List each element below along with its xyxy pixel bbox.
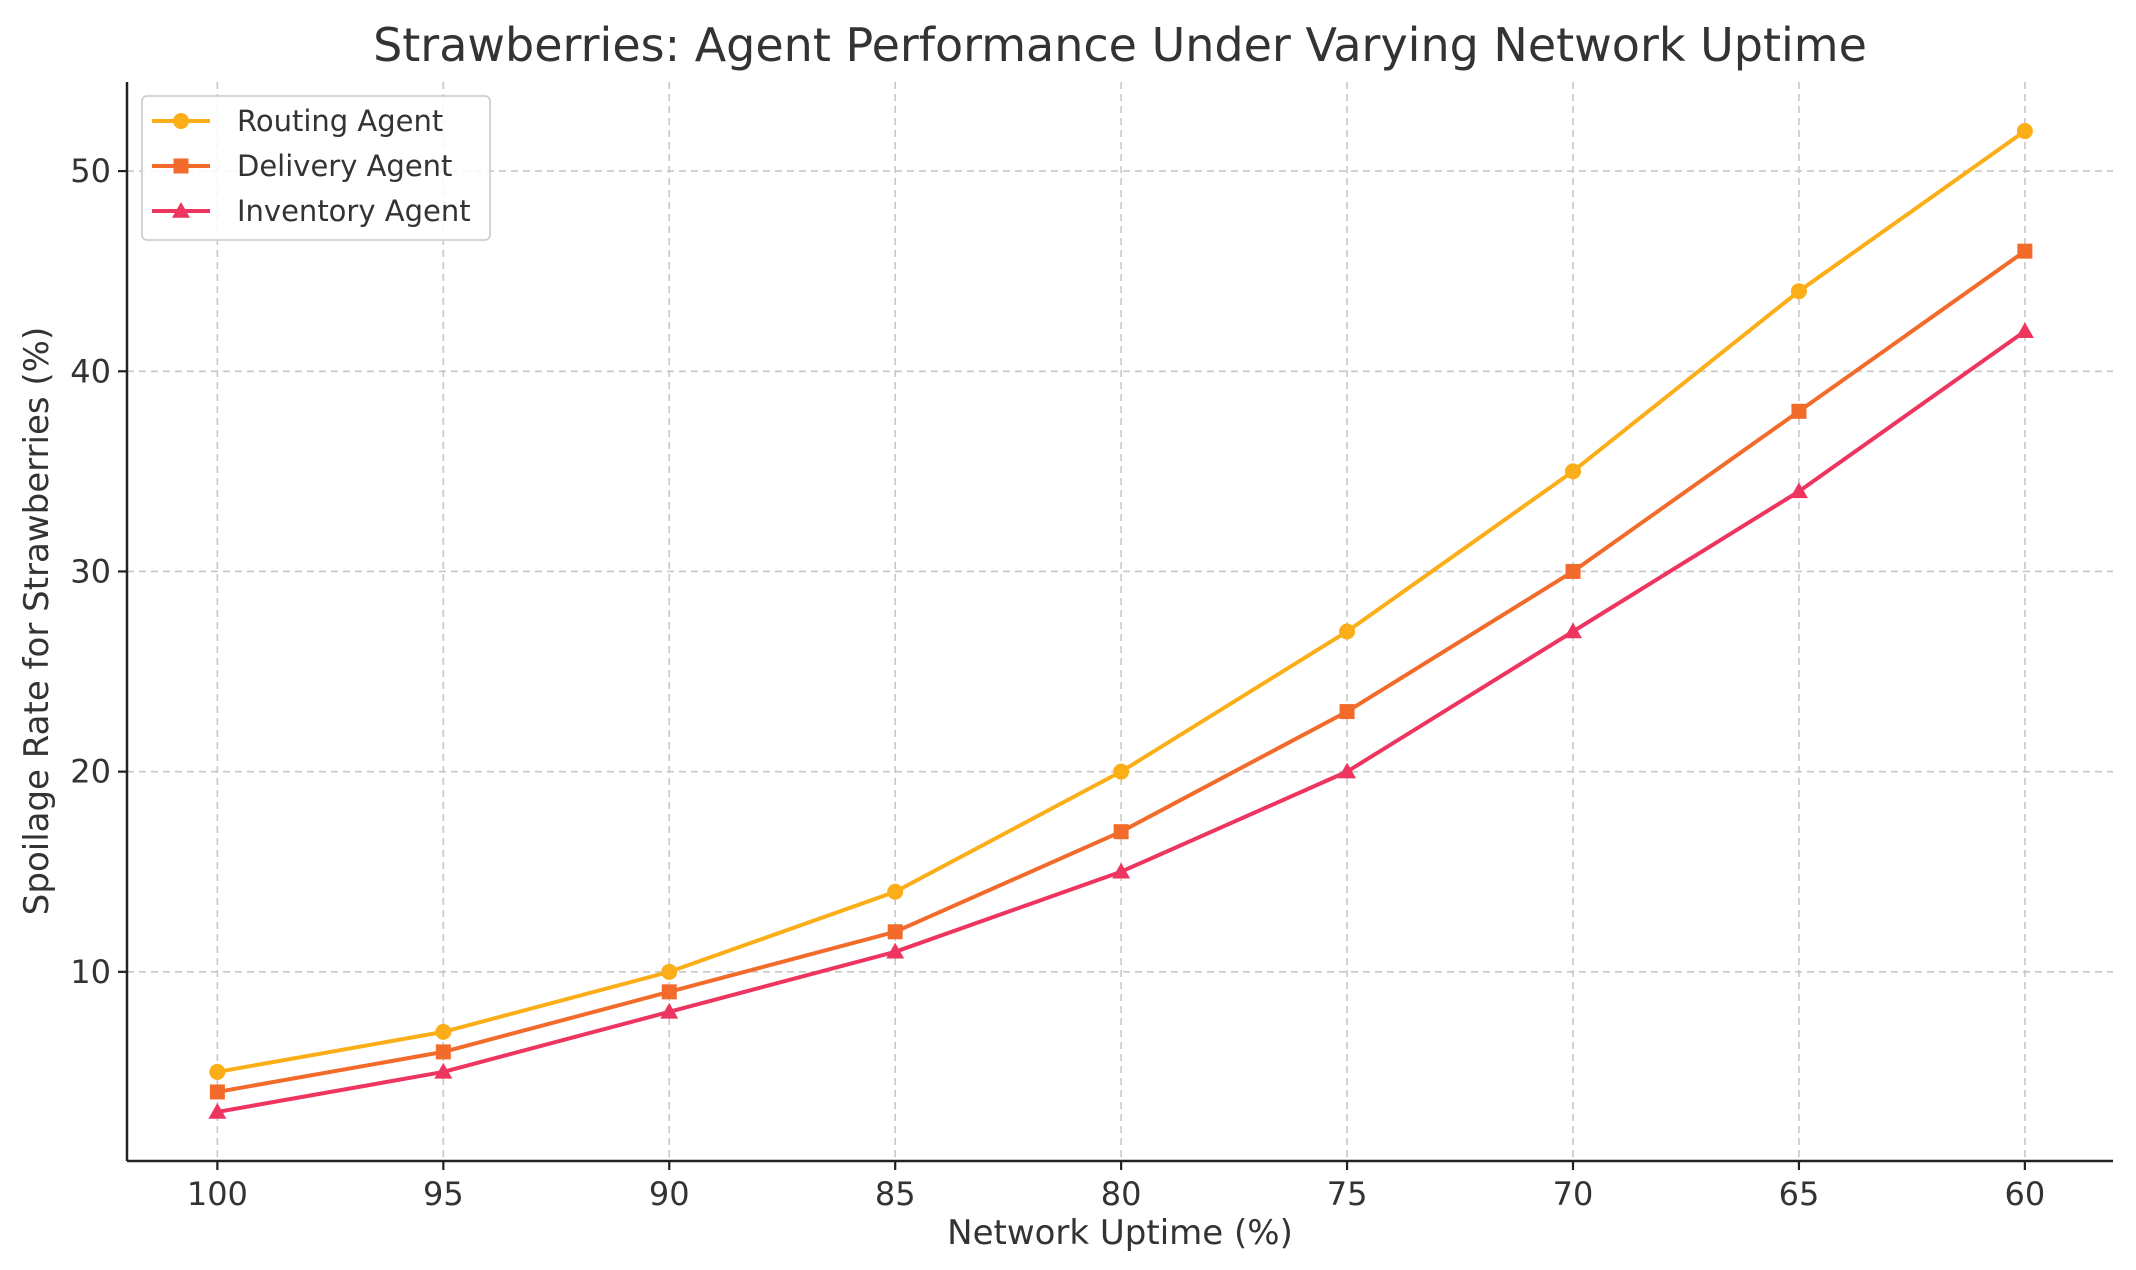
y-axis-label: Spoilage Rate for Strawberries (%): [17, 327, 57, 915]
axis-ticks: 100 95 90 85 80 75 70 65 60 10 20 30 40 50: [70, 152, 2045, 1213]
data-point-marker: [1789, 482, 1808, 499]
y-tick-label: 20: [70, 753, 111, 791]
data-point-marker: [1790, 283, 1807, 300]
data-point-marker: [1339, 623, 1356, 640]
data-point-marker: [886, 942, 905, 959]
y-tick-label: 10: [70, 953, 111, 991]
data-point-marker: [209, 1084, 225, 1100]
series-routing-agent: [209, 123, 2033, 1080]
data-point-marker: [2016, 123, 2033, 140]
x-tick-label: 60: [2005, 1175, 2046, 1213]
data-point-marker: [1791, 403, 1807, 419]
series-inventory-agent: [208, 322, 2034, 1119]
data-point-marker: [1112, 862, 1131, 879]
data-point-marker: [661, 963, 678, 980]
x-tick-label: 85: [875, 1175, 916, 1213]
legend-item: Routing Agent: [152, 104, 443, 138]
y-tick-label: 50: [70, 152, 111, 190]
y-tick-label: 30: [70, 552, 111, 590]
y-tick-label: 40: [70, 352, 111, 390]
x-tick-label: 70: [1553, 1175, 1594, 1213]
legend-label: Routing Agent: [237, 104, 443, 138]
data-series: [208, 123, 2034, 1119]
legend: Routing Agent Delivery Agent Inventory Age…: [141, 95, 491, 241]
legend-item: Inventory Agent: [152, 194, 471, 228]
data-point-marker: [1339, 704, 1355, 720]
data-point-marker: [1565, 463, 1582, 480]
legend-frame: [141, 95, 491, 241]
chart-title: Strawberries: Agent Performance Under Va…: [373, 18, 1867, 72]
data-point-marker: [1113, 763, 1130, 780]
series-delivery-agent: [209, 243, 2033, 1100]
data-point-marker: [660, 1002, 679, 1019]
data-point-marker: [887, 924, 903, 940]
x-tick-label: 80: [1101, 1175, 1142, 1213]
x-tick-label: 100: [187, 1175, 248, 1213]
data-point-marker: [887, 883, 904, 900]
data-point-marker: [435, 1023, 452, 1040]
data-point-marker: [435, 1044, 451, 1060]
x-tick-label: 90: [649, 1175, 690, 1213]
legend-item: Delivery Agent: [152, 149, 452, 183]
data-point-marker: [2015, 322, 2034, 338]
x-axis-label: Network Uptime (%): [947, 1213, 1293, 1253]
data-point-marker: [1564, 622, 1583, 639]
data-point-marker: [1565, 563, 1581, 579]
data-point-marker: [661, 984, 677, 1000]
legend-marker-icon: [173, 113, 189, 129]
data-point-marker: [1338, 762, 1357, 779]
legend-label: Delivery Agent: [237, 149, 452, 183]
x-tick-label: 75: [1327, 1175, 1368, 1213]
legend-marker-icon: [173, 158, 189, 174]
x-tick-label: 65: [1779, 1175, 1820, 1213]
data-point-marker: [1113, 824, 1129, 840]
x-tick-label: 95: [423, 1175, 464, 1213]
data-point-marker: [209, 1063, 226, 1080]
data-point-marker: [208, 1102, 227, 1119]
data-point-marker: [434, 1062, 453, 1079]
legend-label: Inventory Agent: [237, 194, 471, 228]
legend-marker-icon: [172, 202, 190, 218]
data-point-marker: [2017, 243, 2033, 259]
